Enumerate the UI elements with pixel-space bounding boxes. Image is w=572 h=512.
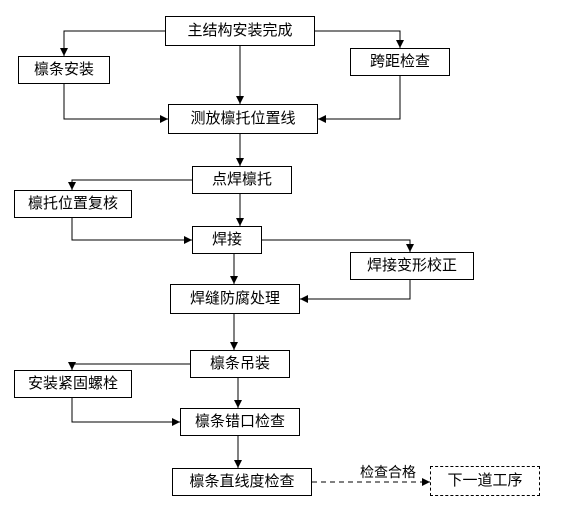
node-span-check: 跨距检查 [350,48,450,76]
node-purlin-hoisting: 檩条吊装 [190,350,290,378]
node-label: 焊缝防腐处理 [190,290,280,308]
node-mark-purlin-bracket-line: 测放檩托位置线 [168,104,318,134]
node-welding: 焊接 [192,226,262,254]
node-purlin-install: 檩条安装 [18,56,110,84]
node-label: 檩条错口检查 [195,413,285,431]
node-main-structure-complete: 主结构安装完成 [165,16,315,46]
label-check-pass: 检查合格 [360,462,416,482]
node-purlin-straightness-check: 檩条直线度检查 [172,468,312,496]
edge-review-to-weld [72,218,192,240]
node-label: 檩条直线度检查 [189,473,294,491]
node-weld-deformation-correct: 焊接变形校正 [350,252,474,280]
node-purlin-stagger-check: 檩条错口检查 [180,408,300,436]
node-label: 檩托位置复核 [28,195,118,213]
node-bracket-position-review: 檩托位置复核 [14,190,132,218]
edge-main-to-span [315,31,400,48]
edge-main-to-purlin [64,31,165,56]
node-install-fastening-bolts: 安装紧固螺栓 [14,370,132,398]
node-label: 跨距检查 [370,53,430,71]
flowchart-canvas: 主结构安装完成 跨距检查 檩条安装 测放檩托位置线 点焊檩托 檩托位置复核 焊接… [0,0,572,512]
node-label: 测放檩托位置线 [190,110,295,128]
edge-purlin-to-mark [64,84,168,119]
node-label: 檩条吊装 [210,355,270,373]
node-tack-weld-bracket: 点焊檩托 [192,166,292,194]
node-weld-anticorrosion: 焊缝防腐处理 [170,284,300,314]
edge-bolt-to-stagger [72,398,180,422]
edge-defcorr-to-anticorr [300,280,410,299]
node-label: 安装紧固螺栓 [28,375,118,393]
node-next-process: 下一道工序 [430,466,540,496]
node-label: 点焊檩托 [212,171,272,189]
edge-span-to-mark [318,76,400,119]
edge-weld-to-defcorr [262,240,410,252]
node-label: 焊接 [212,231,242,249]
node-label: 焊接变形校正 [367,257,457,275]
node-label: 主结构安装完成 [187,22,292,40]
node-label: 檩条安装 [34,61,94,79]
edge-tack-to-review [72,180,192,190]
node-label: 下一道工序 [447,472,522,490]
